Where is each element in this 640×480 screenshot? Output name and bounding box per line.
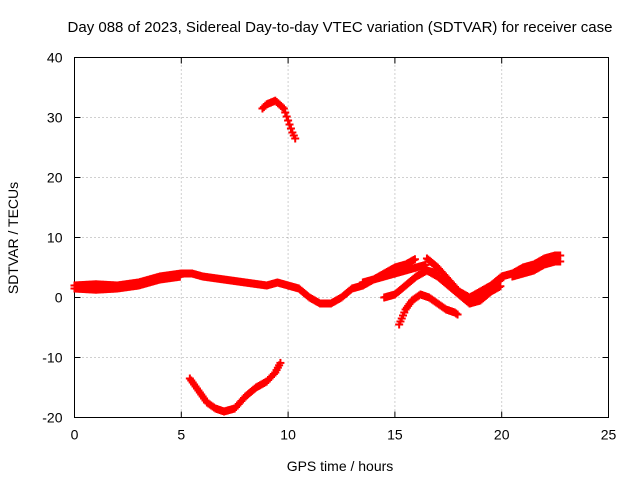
x-tick-label: 5: [177, 427, 185, 443]
x-tick-label: 10: [280, 427, 296, 443]
y-tick-label: 0: [55, 290, 63, 306]
data-points: [70, 96, 565, 416]
series-low-arc: [185, 358, 285, 416]
series-rise-arc-low: [508, 257, 565, 281]
grid: [74, 57, 609, 418]
y-tick-label: -10: [42, 350, 62, 366]
series-mid-arc-c: [380, 266, 441, 302]
chart-title: Day 088 of 2023, Sidereal Day-to-day VTE…: [68, 19, 613, 36]
y-tick-label: -20: [42, 410, 62, 426]
axis-ticks: 0 5 10 15 20 25 -20 -10 0 10 20 30 40: [42, 50, 616, 443]
x-tick-label: 15: [387, 427, 403, 443]
y-axis-title: SDTVAR / TECUs: [5, 182, 21, 294]
series-main-trace-lower: [70, 272, 184, 294]
x-tick-label: 0: [71, 427, 79, 443]
series-high-arc: [258, 96, 300, 143]
series-dip-arc-a: [395, 290, 462, 329]
y-tick-label: 10: [47, 230, 63, 246]
y-tick-label: 30: [47, 110, 63, 126]
y-tick-label: 40: [47, 50, 63, 66]
x-tick-label: 20: [494, 427, 510, 443]
x-tick-label: 25: [601, 427, 617, 443]
y-tick-label: 20: [47, 170, 63, 186]
x-axis-title: GPS time / hours: [287, 458, 394, 474]
series-mid-arc-b: [358, 260, 430, 287]
